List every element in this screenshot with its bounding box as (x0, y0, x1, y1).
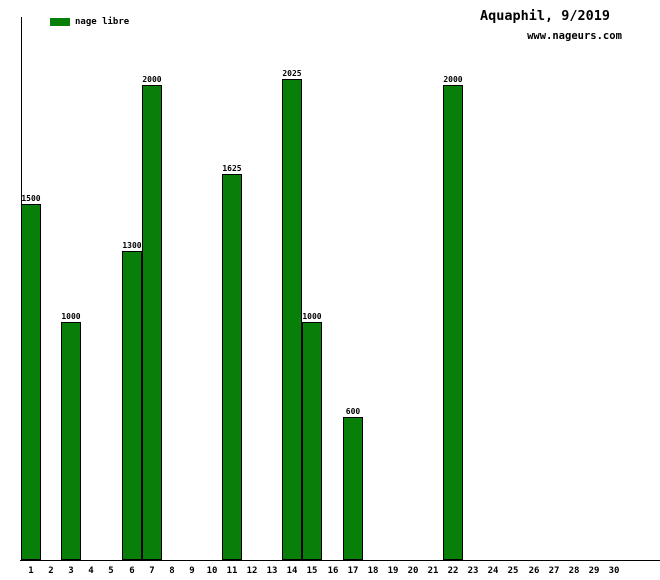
x-tick-17: 17 (347, 566, 359, 576)
x-tick-2: 2 (48, 566, 54, 576)
x-tick-30: 30 (608, 566, 620, 576)
x-tick-16: 16 (327, 566, 339, 576)
x-tick-20: 20 (407, 566, 419, 576)
bar-value-label-day-3: 1000 (61, 312, 81, 321)
bar-value-label-day-11: 1625 (222, 164, 242, 173)
bar-day-6 (122, 251, 142, 560)
bar-day-15 (302, 322, 322, 560)
x-tick-21: 21 (427, 566, 439, 576)
bar-day-1 (21, 204, 41, 560)
bar-day-11 (222, 174, 242, 560)
site-url: www.nageurs.com (527, 30, 622, 42)
bar-day-7 (142, 85, 162, 560)
x-tick-24: 24 (487, 566, 499, 576)
bar-value-label-day-14: 2025 (282, 69, 302, 78)
x-tick-8: 8 (169, 566, 175, 576)
x-tick-3: 3 (68, 566, 74, 576)
x-axis-line (20, 560, 660, 561)
bar-day-3 (61, 322, 81, 560)
x-tick-6: 6 (129, 566, 135, 576)
x-tick-5: 5 (108, 566, 114, 576)
bar-value-label-day-7: 2000 (142, 75, 162, 84)
chart-title: Aquaphil, 9/2019 (479, 8, 611, 24)
x-tick-9: 9 (189, 566, 195, 576)
bar-value-label-day-17: 600 (345, 407, 361, 416)
bar-value-label-day-22: 2000 (443, 75, 463, 84)
x-tick-11: 11 (226, 566, 238, 576)
x-tick-14: 14 (286, 566, 298, 576)
x-tick-4: 4 (88, 566, 94, 576)
bar-value-label-day-15: 1000 (302, 312, 322, 321)
x-tick-1: 1 (28, 566, 34, 576)
x-tick-18: 18 (367, 566, 379, 576)
x-tick-28: 28 (568, 566, 580, 576)
bar-value-label-day-1: 1500 (21, 194, 41, 203)
bar-day-14 (282, 79, 302, 560)
legend-label: nage libre (75, 16, 130, 27)
x-tick-29: 29 (588, 566, 600, 576)
x-tick-25: 25 (507, 566, 519, 576)
x-tick-13: 13 (266, 566, 278, 576)
legend: nage libre (50, 17, 129, 27)
bar-day-22 (443, 85, 463, 560)
legend-color-swatch (50, 18, 70, 26)
bar-day-17 (343, 417, 363, 560)
x-tick-7: 7 (149, 566, 155, 576)
x-tick-27: 27 (548, 566, 560, 576)
x-tick-22: 22 (447, 566, 459, 576)
bar-value-label-day-6: 1300 (122, 241, 142, 250)
x-tick-26: 26 (528, 566, 540, 576)
x-tick-12: 12 (246, 566, 258, 576)
x-tick-23: 23 (467, 566, 479, 576)
x-tick-10: 10 (206, 566, 218, 576)
x-tick-15: 15 (306, 566, 318, 576)
x-tick-19: 19 (387, 566, 399, 576)
